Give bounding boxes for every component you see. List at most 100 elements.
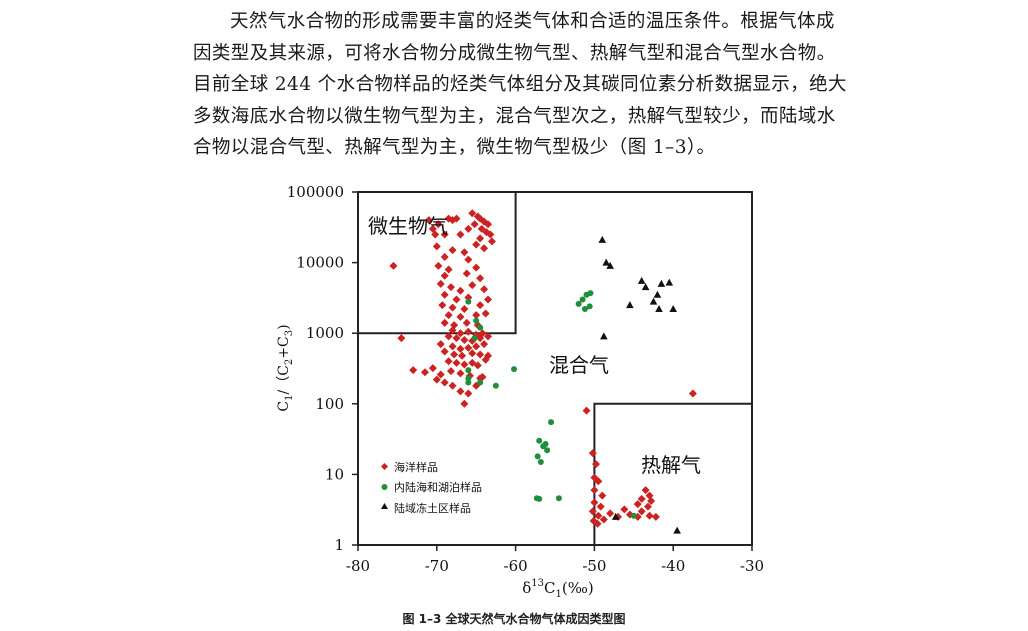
data-point-diamond: [590, 486, 599, 495]
data-point-diamond: [440, 230, 449, 239]
data-point-triangle: [641, 283, 650, 291]
data-point-diamond: [397, 334, 406, 343]
legend-marker-permafrost: [381, 503, 388, 509]
data-point-diamond: [651, 512, 660, 521]
legend-marker-lake: [381, 484, 388, 490]
data-point-diamond: [440, 318, 449, 327]
data-point-diamond: [599, 515, 608, 524]
data-point-diamond: [456, 286, 465, 295]
y-tick-label: 10000: [296, 254, 344, 272]
data-point-diamond: [434, 261, 443, 270]
data-point-diamond: [456, 387, 465, 396]
data-point-diamond: [641, 486, 650, 495]
region-label-mixed: 混合气: [549, 353, 609, 377]
data-point-diamond: [582, 406, 591, 415]
data-point-diamond: [452, 295, 461, 304]
data-point-diamond: [476, 214, 485, 223]
data-point-diamond: [464, 224, 473, 233]
data-point-diamond: [594, 511, 603, 520]
data-point-circle: [537, 458, 544, 465]
data-point-diamond: [594, 477, 603, 486]
x-tick-label: -80: [346, 557, 370, 575]
data-point-triangle: [637, 276, 646, 284]
data-point-diamond: [460, 399, 469, 408]
y-tick-label: 1: [334, 536, 344, 554]
data-point-diamond: [480, 244, 489, 253]
paragraph-line: 合物以混合气型、热解气型为主，微生物气型极少（图 1–3）。: [193, 137, 716, 158]
data-point-diamond: [633, 500, 642, 509]
data-point-triangle: [653, 290, 662, 298]
data-point-diamond: [389, 261, 398, 270]
data-point-circle: [465, 379, 472, 386]
data-point-diamond: [448, 342, 457, 351]
legend-label-marine: 海洋样品: [394, 460, 438, 474]
data-point-diamond: [688, 389, 697, 398]
data-point-circle: [471, 335, 478, 342]
data-point-diamond: [633, 512, 642, 521]
paragraph-line: 目前全球 244 个水合物样品的烃类气体组分及其碳同位素分析数据显示，绝大: [193, 74, 847, 95]
data-point-diamond: [588, 449, 597, 458]
x-tick-label: -40: [661, 557, 685, 575]
data-point-diamond: [468, 358, 477, 367]
data-point-diamond: [436, 340, 445, 349]
data-point-diamond: [448, 246, 457, 255]
data-point-diamond: [472, 263, 481, 272]
data-point-diamond: [476, 350, 485, 359]
data-point-triangle: [655, 305, 663, 313]
data-point-diamond: [473, 361, 482, 370]
data-point-diamond: [460, 248, 469, 257]
data-point-diamond: [440, 290, 449, 299]
data-point-diamond: [590, 473, 599, 482]
x-tick-label: -70: [425, 557, 449, 575]
biogenic-region-boundary: [358, 192, 517, 335]
data-point-diamond: [593, 519, 602, 528]
data-point-diamond: [473, 212, 482, 221]
data-point-diamond: [444, 265, 453, 274]
data-point-diamond: [596, 502, 605, 511]
data-point-diamond: [468, 349, 477, 358]
data-point-diamond: [465, 371, 474, 380]
data-point-diamond: [456, 369, 465, 378]
data-point-circle: [477, 324, 484, 331]
data-point-diamond: [464, 389, 473, 398]
data-point-diamond: [470, 220, 479, 229]
data-point-diamond: [444, 332, 453, 341]
data-point-circle: [473, 317, 480, 324]
data-point-diamond: [448, 326, 457, 335]
data-point-diamond: [448, 303, 457, 312]
data-point-diamond: [486, 230, 495, 239]
data-point-diamond: [647, 496, 656, 505]
legend-label-permafrost: 陆域冻土区样品: [394, 501, 471, 515]
data-point-diamond: [431, 230, 440, 239]
data-point-diamond: [468, 336, 477, 345]
data-point-diamond: [476, 334, 485, 343]
data-point-circle: [581, 306, 588, 313]
plot-frame: [357, 191, 753, 546]
data-point-diamond: [452, 334, 461, 343]
data-point-diamond: [484, 220, 493, 229]
y-tick-label: 10: [325, 465, 344, 483]
data-point-diamond: [598, 491, 607, 500]
data-point-diamond: [446, 283, 455, 292]
data-point-diamond: [424, 216, 433, 225]
data-point-diamond: [460, 305, 469, 314]
data-point-circle: [465, 375, 472, 382]
data-point-diamond: [481, 355, 490, 364]
data-point-diamond: [643, 502, 652, 511]
x-tick-label: -50: [582, 557, 606, 575]
data-point-diamond: [637, 494, 646, 503]
data-point-diamond: [476, 234, 485, 243]
data-point-diamond: [478, 329, 487, 338]
data-point-diamond: [462, 269, 471, 278]
data-point-diamond: [645, 511, 654, 520]
data-point-triangle: [649, 297, 658, 305]
data-point-diamond: [428, 364, 437, 373]
data-point-diamond: [452, 358, 461, 367]
data-point-circle: [542, 440, 549, 447]
data-point-diamond: [409, 366, 418, 375]
thermogenic-region-boundary: [593, 402, 752, 545]
data-point-diamond: [620, 505, 629, 514]
data-point-diamond: [464, 327, 473, 336]
legend-marker-marine: [380, 462, 389, 471]
genetic-type-chart: -80 -70 -60 -50 -40 -30100000100001000100101 …: [276, 183, 764, 600]
